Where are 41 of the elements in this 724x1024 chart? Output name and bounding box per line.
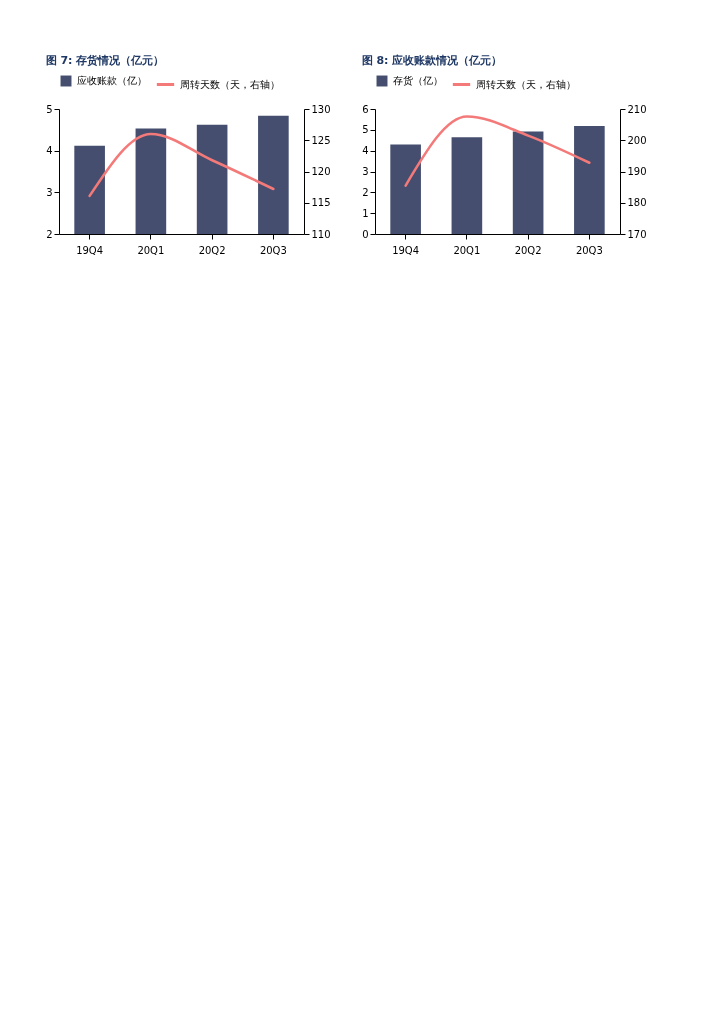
y-tick-label: 2 (46, 228, 53, 240)
y2-tick-label: 130 (311, 103, 331, 115)
x-tick-label: 19Q4 (76, 244, 104, 256)
y2-tick-label: 120 (311, 166, 331, 177)
y-tick-label: 2 (362, 186, 369, 198)
chart-title: 图 8: 应收账款情况（亿元） (361, 54, 503, 67)
bar (390, 144, 421, 234)
x-tick-label: 20Q2 (514, 244, 542, 256)
y2-tick-label: 190 (627, 166, 647, 177)
legend-label: 应收账款（亿） (77, 75, 147, 86)
y2-tick-label: 170 (627, 228, 647, 240)
y-tick-label: 0 (362, 228, 369, 240)
legend-label: 周转天数（天，右轴） (180, 78, 280, 90)
bar (451, 137, 483, 234)
line-series (404, 115, 591, 187)
y-tick-label: 5 (46, 103, 53, 115)
legend-label: 存货（亿） (393, 75, 443, 86)
x-tick-label: 20Q3 (575, 244, 603, 256)
legend-label: 周转天数（天，右轴） (476, 78, 576, 90)
y2-tick-label: 125 (311, 134, 331, 146)
x-tick-label: 20Q2 (198, 244, 226, 256)
y2-tick-label: 180 (627, 197, 647, 209)
x-tick-label: 20Q1 (453, 244, 481, 256)
x-tick-label: 20Q3 (259, 244, 287, 256)
x-tick-label: 19Q4 (392, 244, 420, 256)
y2-tick-label: 200 (627, 134, 647, 146)
bar (512, 131, 544, 234)
y-tick-label: 5 (362, 124, 369, 136)
bar (574, 126, 605, 234)
y2-tick-label: 110 (311, 228, 331, 240)
y-tick-label: 6 (362, 103, 369, 115)
y2-tick-label: 115 (311, 197, 331, 209)
y-tick-label: 3 (46, 186, 53, 198)
y-tick-label: 4 (362, 145, 369, 157)
y-tick-label: 4 (46, 145, 53, 157)
x-tick-label: 20Q1 (137, 244, 165, 256)
y2-tick-label: 210 (627, 103, 647, 115)
line-series (88, 132, 275, 198)
chart-title: 图 7: 存货情况（亿元） (45, 54, 165, 67)
y-tick-label: 1 (362, 207, 369, 219)
y-tick-label: 3 (362, 166, 369, 177)
